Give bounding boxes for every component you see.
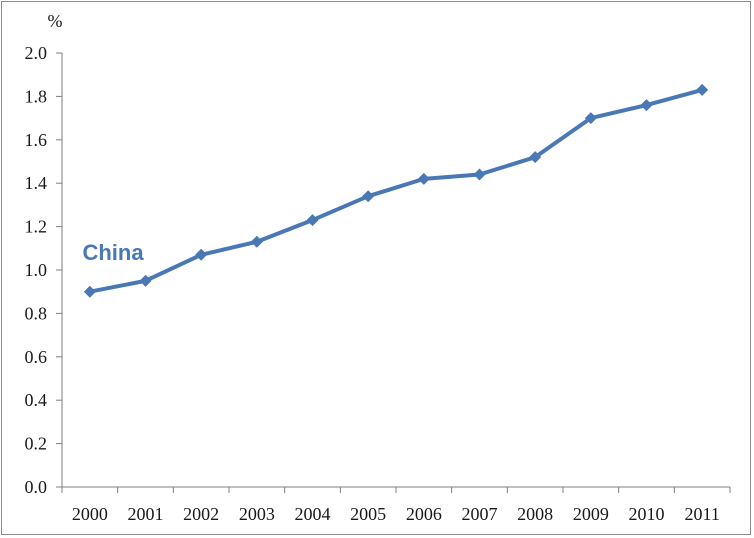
y-tick-label: 0.2 bbox=[25, 434, 48, 454]
x-axis: 2000 2001 2002 2003 2004 2005 2006 2007 2008 2009… bbox=[61, 486, 731, 524]
x-tick-label: 2006 bbox=[406, 504, 442, 524]
data-point-marker bbox=[195, 248, 208, 261]
y-tick-label: 1.4 bbox=[25, 173, 48, 193]
x-tick-label: 2001 bbox=[128, 504, 164, 524]
y-tick-label: 0.0 bbox=[25, 477, 48, 497]
data-point-marker bbox=[362, 190, 375, 203]
data-point-marker bbox=[250, 235, 263, 248]
x-tick-label: 2011 bbox=[684, 504, 719, 524]
y-unit-label: % bbox=[48, 11, 63, 31]
x-tick-label: 2003 bbox=[239, 504, 275, 524]
data-point-marker bbox=[640, 99, 653, 112]
y-tick-label: 0.6 bbox=[25, 347, 48, 367]
data-point-marker bbox=[83, 285, 96, 298]
data-point-marker bbox=[417, 172, 430, 185]
data-point-marker bbox=[139, 274, 152, 287]
x-tick-label: 2004 bbox=[295, 504, 331, 524]
x-tick-label: 2005 bbox=[350, 504, 386, 524]
y-tick-label: 0.4 bbox=[25, 390, 48, 410]
x-tick-label: 2008 bbox=[517, 504, 553, 524]
data-point-marker bbox=[306, 214, 319, 227]
series-line bbox=[89, 87, 703, 294]
x-tick-label: 2007 bbox=[462, 504, 498, 524]
x-tick-label: 2010 bbox=[629, 504, 665, 524]
data-point-marker bbox=[529, 151, 542, 164]
y-tick-label: 1.8 bbox=[25, 86, 48, 106]
y-tick-label: 1.0 bbox=[25, 260, 48, 280]
series-china bbox=[83, 83, 709, 298]
y-tick-label: 2.0 bbox=[25, 43, 48, 63]
series-label-china: China bbox=[82, 240, 144, 265]
y-axis: 0.0 0.2 0.4 0.6 0.8 1.0 1.2 1.4 1.6 1.8 2.0 bbox=[25, 43, 63, 497]
x-tick-label: 2009 bbox=[573, 504, 609, 524]
y-tick-label: 0.8 bbox=[25, 303, 48, 323]
data-point-marker bbox=[584, 112, 597, 125]
x-tick-label: 2002 bbox=[183, 504, 219, 524]
x-tick-label: 2000 bbox=[72, 504, 108, 524]
y-tick-label: 1.2 bbox=[25, 217, 48, 237]
y-tick-label: 1.6 bbox=[25, 130, 48, 150]
data-point-marker bbox=[473, 168, 486, 181]
data-point-marker bbox=[696, 83, 709, 96]
